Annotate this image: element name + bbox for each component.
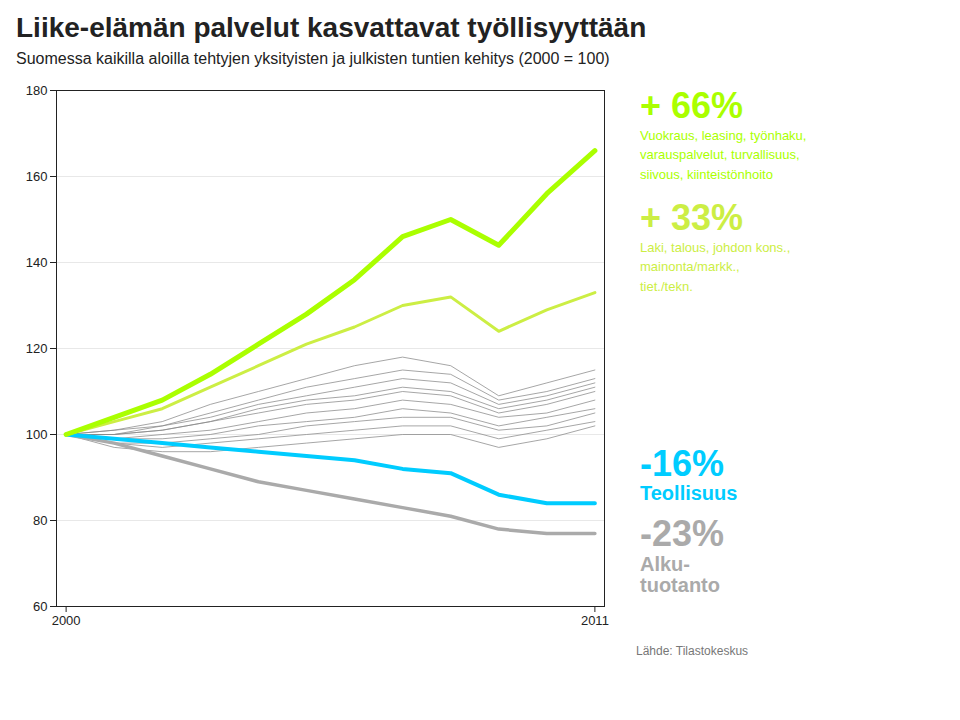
html-text:Alku- tuotanto: Alku- tuotanto <box>640 553 720 596</box>
html-text:-16%: -16% <box>640 442 724 484</box>
svg-text:180: 180 <box>26 83 48 98</box>
svg-text:160: 160 <box>26 169 48 184</box>
html-text:Lähde: Tilastokeskus: Lähde: Tilastokeskus <box>636 644 749 658</box>
html-text:+ 66%: + 66% <box>640 85 744 126</box>
html-text:+ 33%: + 33% <box>640 197 744 239</box>
html-text:Teollisuus: Teollisuus <box>640 482 738 505</box>
svg-text:120: 120 <box>26 341 48 356</box>
html-text:Suomessa kaikilla aloilla teht: Suomessa kaikilla aloilla tehtyjen yksit… <box>16 50 610 67</box>
svg-text:60: 60 <box>33 599 47 614</box>
html-text:Liike-elämän palvelut kasvatta: Liike-elämän palvelut kasvattavat työlli… <box>16 12 647 43</box>
svg-text:2000: 2000 <box>52 613 81 628</box>
html-text:-23%: -23% <box>640 513 724 555</box>
html-text:Laki, talous, johdon kons., ma: Laki, talous, johdon kons., mainonta/mar… <box>640 239 791 294</box>
svg-text:2011: 2011 <box>581 613 609 628</box>
html-text:Vuokraus, leasing, työnhaku, v: Vuokraus, leasing, työnhaku, varauspalve… <box>640 127 807 182</box>
svg-text:140: 140 <box>26 255 48 270</box>
svg-text:80: 80 <box>33 513 47 528</box>
svg-text:100: 100 <box>26 427 48 442</box>
